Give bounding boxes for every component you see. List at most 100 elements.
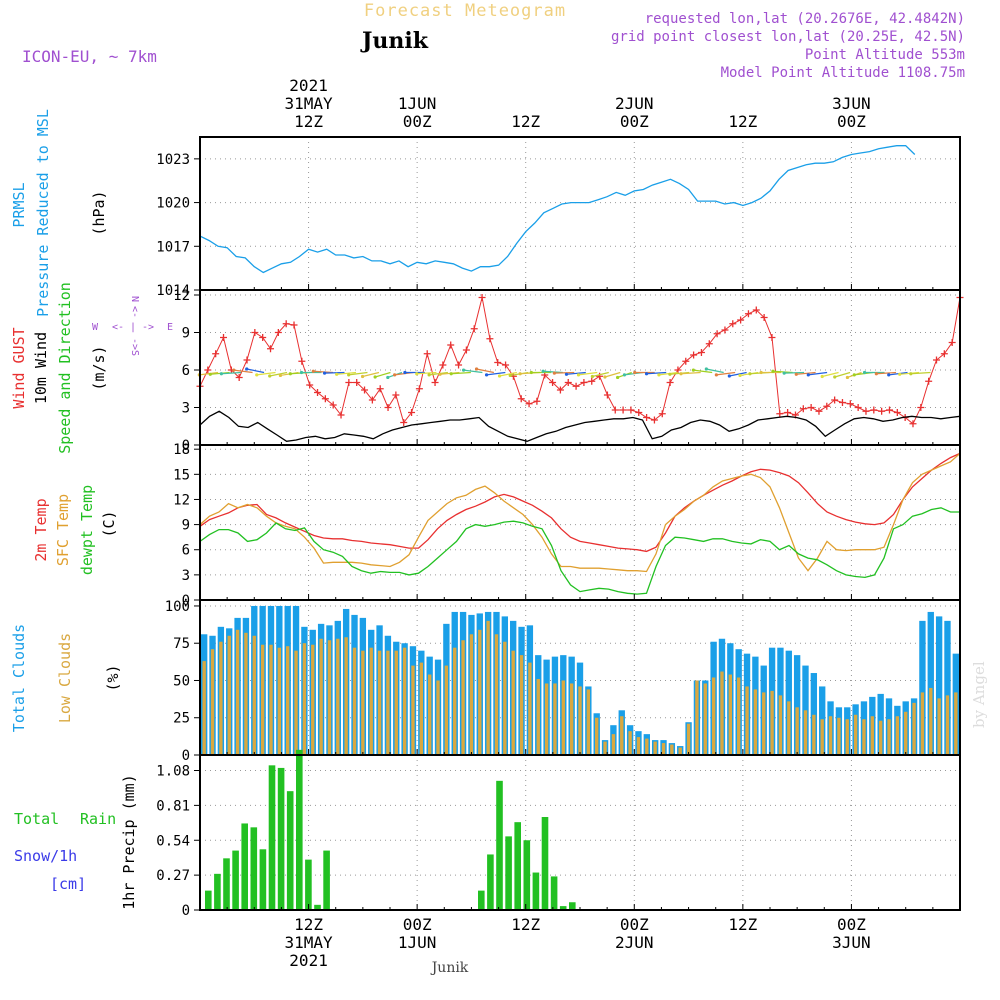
gust-marker — [846, 400, 854, 408]
wind-arrow-head — [616, 375, 620, 380]
low-cloud-bar — [286, 646, 290, 755]
low-cloud-bar — [494, 634, 499, 755]
gust-marker — [392, 391, 400, 399]
clouds-total-label: Total Clouds — [10, 624, 28, 732]
rain-bar — [277, 767, 285, 910]
wind-arrow-head — [845, 375, 850, 380]
wind-arrow-head — [497, 374, 502, 378]
gust-marker — [815, 407, 823, 415]
low-cloud-bar — [778, 695, 783, 755]
rain-bar — [305, 859, 312, 910]
low-cloud-bar — [260, 644, 265, 755]
gust-marker — [423, 350, 431, 358]
time-label-top: 3JUN — [832, 94, 871, 113]
gust-marker — [212, 350, 220, 358]
gust-marker — [580, 379, 588, 386]
precip-panel — [205, 749, 576, 910]
precip-tick-label: 1.08 — [156, 764, 190, 780]
total-cloud-bar — [927, 611, 934, 755]
wind-direction-arrow — [808, 371, 828, 376]
wind-arrow-head — [862, 370, 867, 375]
wind-arrow-head — [704, 367, 708, 371]
low-cloud-bar — [469, 634, 474, 755]
wind-direction-arrow — [716, 371, 736, 376]
wind-arrow-head — [322, 371, 327, 375]
low-cloud-bar — [653, 741, 657, 755]
precip-tick-label: 0.81 — [156, 798, 190, 814]
gust-marker — [321, 395, 329, 403]
low-cloud-bar — [904, 711, 908, 755]
gust-marker — [893, 409, 901, 416]
gust-marker — [760, 314, 768, 321]
low-cloud-bar — [636, 737, 641, 755]
gust-marker — [220, 334, 228, 341]
wind-direction-arrow — [429, 371, 448, 376]
low-cloud-bar — [486, 620, 490, 755]
total-cloud-bar — [935, 616, 943, 755]
rain-bar — [523, 840, 531, 910]
wind-tick-label: 9 — [182, 326, 190, 342]
temp-2m-line — [199, 452, 961, 553]
low-cloud-bar — [453, 647, 457, 755]
time-label-top: 00Z — [837, 112, 866, 131]
temp-sfc-line — [199, 452, 961, 573]
wind-arrow-head — [564, 372, 569, 376]
low-cloud-bar — [837, 717, 841, 755]
wind-arrow-head — [909, 372, 913, 376]
low-cloud-bar — [553, 683, 557, 755]
low-cloud-bar — [770, 690, 774, 755]
gust-marker — [666, 379, 674, 386]
low-cloud-bar — [444, 665, 449, 755]
wind-arrow-head — [541, 369, 545, 373]
low-cloud-bar — [678, 747, 682, 755]
info-line-4: Model Point Altitude 1108.75m — [721, 65, 965, 81]
compass-s: S — [129, 350, 140, 356]
precip-tick-label: 0 — [182, 903, 190, 919]
temperature-frame — [199, 444, 961, 601]
low-cloud-bar — [720, 671, 724, 755]
wind-direction-arrow — [199, 371, 219, 376]
low-cloud-bar — [728, 674, 733, 755]
wind-gust-label: Wind GUST — [10, 327, 28, 408]
wind-arrow-head — [347, 373, 351, 377]
wind-arrow-head — [714, 373, 718, 377]
gust-marker — [721, 326, 729, 334]
wind-direction-label: Speed and Direction — [56, 282, 74, 454]
gust-marker — [635, 409, 643, 416]
wind-arrow-head — [852, 373, 856, 377]
compass-n: N — [129, 296, 140, 302]
low-cloud-bar — [661, 743, 666, 755]
gust-marker — [502, 361, 510, 369]
gust-marker — [611, 406, 619, 414]
wind-arrow-head — [738, 373, 742, 378]
wind-arrow-head — [219, 372, 223, 376]
pressure-unit: (hPa) — [90, 190, 108, 235]
temp-unit: (C) — [100, 510, 118, 537]
precip-snow-unit-label: [cm] — [50, 875, 86, 893]
gust-marker — [431, 379, 439, 386]
location-title: Junik — [360, 28, 429, 54]
wind-direction-arrow — [499, 371, 517, 377]
gust-marker — [290, 321, 298, 329]
low-cloud-bar — [628, 731, 632, 755]
gust-marker — [564, 379, 572, 386]
low-cloud-bar — [386, 650, 390, 755]
gust-marker — [235, 374, 243, 381]
rain-bar — [241, 823, 248, 910]
time-label-bottom: 00Z — [620, 915, 649, 934]
gust-marker — [274, 329, 282, 336]
gust-marker — [917, 404, 925, 411]
wind-arrow-head — [508, 373, 512, 378]
gust-marker — [408, 409, 416, 416]
gust-marker — [376, 385, 384, 393]
info-line-1: requested lon,lat (20.2676E, 42.4842N) — [645, 11, 965, 27]
low-cloud-bar — [311, 644, 315, 755]
gust-marker — [768, 334, 776, 341]
low-cloud-bar — [611, 734, 616, 755]
low-cloud-bar — [753, 689, 758, 755]
total-cloud-bar — [810, 673, 818, 755]
precip-rain-label: Rain — [80, 810, 116, 828]
pressure-frame — [199, 136, 961, 291]
low-cloud-bar — [411, 665, 415, 755]
